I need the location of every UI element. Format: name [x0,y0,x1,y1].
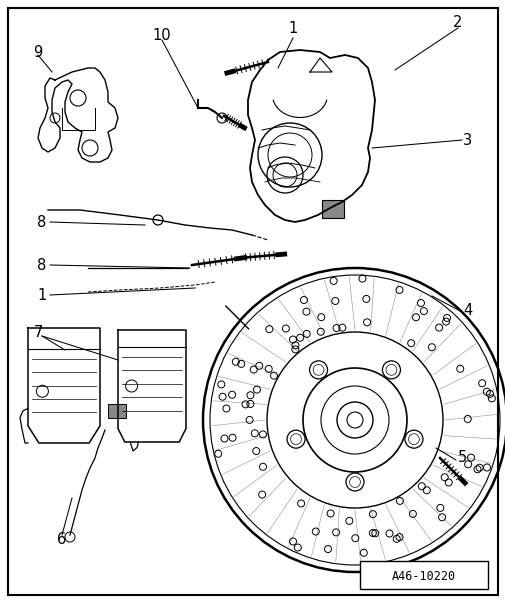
Text: 8: 8 [37,257,46,273]
Text: 1: 1 [37,288,46,303]
Text: A46-10220: A46-10220 [391,570,455,584]
Text: 6: 6 [57,532,67,548]
Bar [108,404,126,418]
Text: 10: 10 [153,28,171,42]
Text: 1: 1 [288,21,297,36]
Bar [321,200,343,218]
Text: 3: 3 [463,133,472,148]
Text: 7: 7 [33,324,42,339]
Text: 8: 8 [37,215,46,230]
Text: 9: 9 [33,45,42,60]
Text: 4: 4 [463,303,472,318]
Bar [359,561,487,589]
Text: 2: 2 [452,14,462,30]
Text: 5: 5 [457,450,466,466]
